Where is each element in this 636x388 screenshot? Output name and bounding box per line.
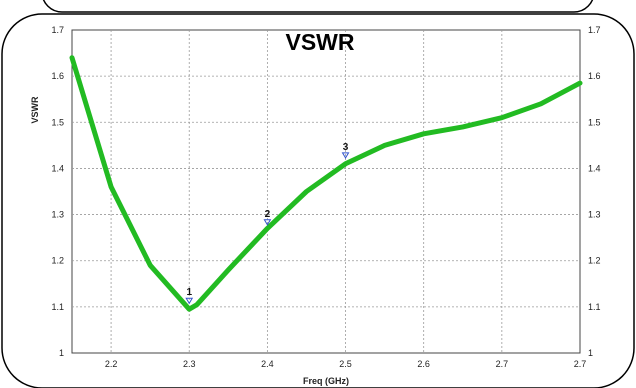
right-y-tick-label: 1.3 <box>588 210 601 220</box>
right-y-tick-label: 1.5 <box>588 117 601 127</box>
x-axis-label: Freq (GHz) <box>303 376 349 386</box>
right-y-tick-label: 1.1 <box>588 302 601 312</box>
plot-area <box>71 29 581 354</box>
chart-title: VSWR <box>286 29 355 55</box>
main-rounded-border <box>1 13 635 388</box>
marker-label-3: 3 <box>343 142 349 153</box>
series-group <box>69 55 583 312</box>
y-tick-label: 1.3 <box>51 210 64 220</box>
right-y-tick-labels: 1 1.1 1.2 1.3 1.4 1.5 1.6 1.7 <box>588 25 601 358</box>
right-y-tick-label: 1.2 <box>588 256 601 266</box>
x-tick-label: 2.7 <box>574 359 587 369</box>
x-tick-label: 2.4 <box>261 359 274 369</box>
marker-group: 1 2 3 <box>185 142 350 305</box>
x-tick-label: 2.5 <box>339 359 352 369</box>
vswr-series-line <box>69 55 583 312</box>
marker-2 <box>263 219 272 226</box>
y-tick-label: 1.4 <box>51 163 64 173</box>
right-y-tick-label: 1 <box>588 348 593 358</box>
x-tick-labels: 2.2 2.3 2.4 2.5 2.6 2.7 2.7 <box>105 359 586 369</box>
y-tick-label: 1.5 <box>51 117 64 127</box>
marker-1 <box>185 297 194 305</box>
x-tick-label: 2.7 <box>496 359 509 369</box>
y-axis-label: VSWR <box>30 96 40 124</box>
x-tick-label: 2.3 <box>183 359 196 369</box>
y-tick-labels: 1 1.1 1.2 1.3 1.4 1.5 1.6 1.7 <box>51 25 64 358</box>
y-tick-label: 1.7 <box>51 25 64 35</box>
y-tick-label: 1 <box>59 348 64 358</box>
x-tick-label: 2.2 <box>105 359 118 369</box>
x-tick-label: 2.6 <box>417 359 430 369</box>
right-y-tick-label: 1.7 <box>588 25 601 35</box>
y-tick-label: 1.6 <box>51 71 64 81</box>
top-rounded-border <box>42 0 594 13</box>
right-y-tick-label: 1.6 <box>588 71 601 81</box>
right-y-tick-label: 1.4 <box>588 163 601 173</box>
y-tick-label: 1.1 <box>51 302 64 312</box>
marker-label-2: 2 <box>265 209 271 220</box>
marker-3 <box>341 152 350 159</box>
y-tick-label: 1.2 <box>51 256 64 266</box>
marker-label-1: 1 <box>186 287 192 298</box>
